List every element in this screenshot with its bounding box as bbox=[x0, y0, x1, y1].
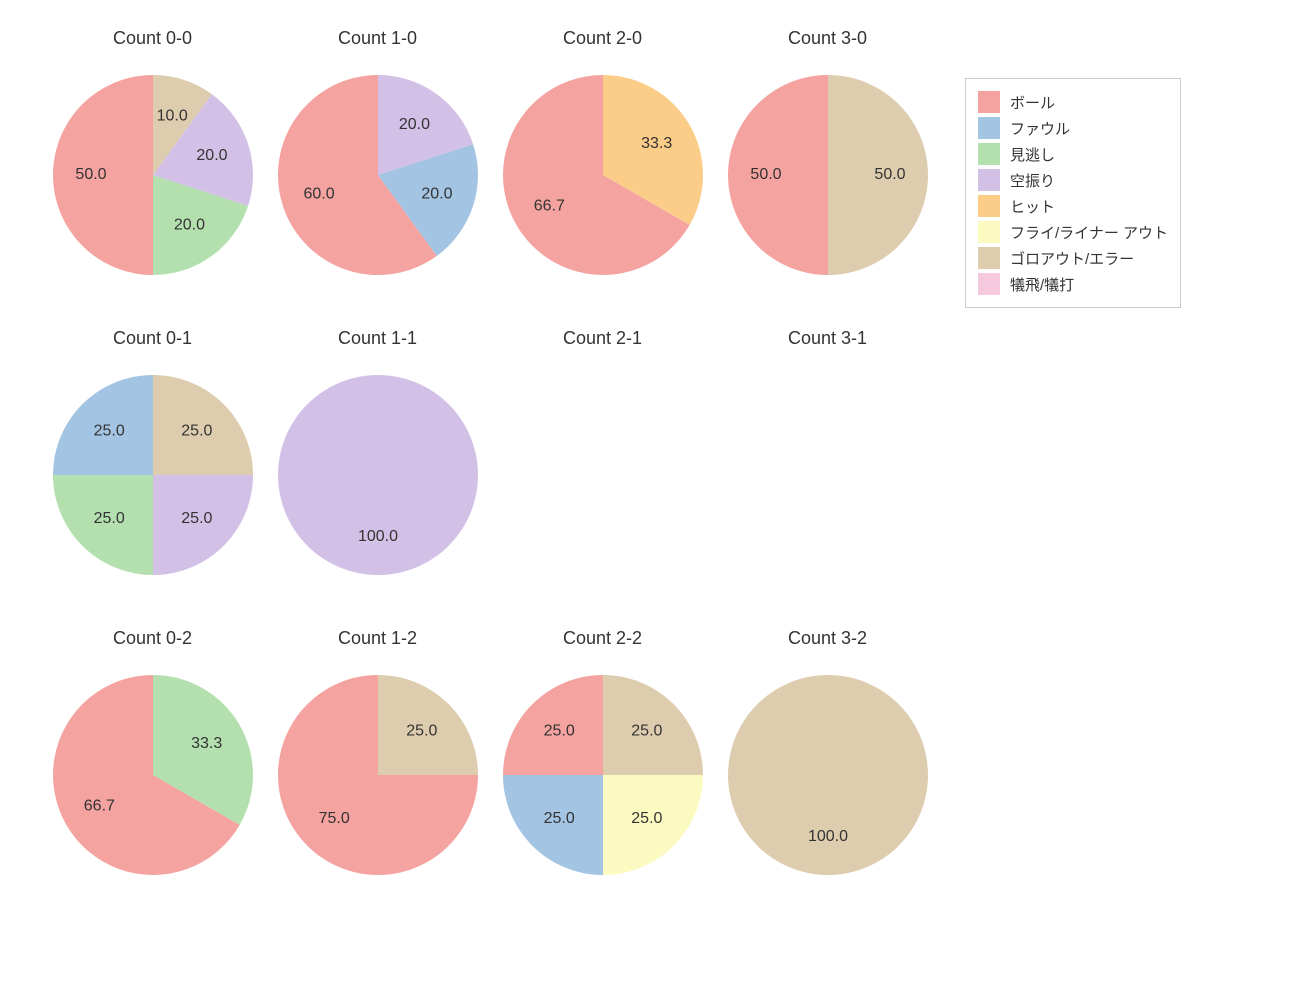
pie-cell: Count 3-1 bbox=[715, 320, 940, 620]
legend-item: フライ/ライナー アウト bbox=[978, 219, 1168, 245]
pie-chart: 25.0 25.0 25.0 25.0 bbox=[503, 675, 703, 875]
slice-label: 75.0 bbox=[318, 810, 349, 827]
pie-title: Count 3-0 bbox=[715, 28, 940, 49]
pie-chart: 60.0 20.0 20.0 bbox=[278, 75, 478, 275]
slice-label: 33.3 bbox=[641, 135, 672, 152]
pie-chart: 100.0 bbox=[278, 375, 478, 575]
slice-label: 20.0 bbox=[196, 147, 227, 164]
legend-item: ヒット bbox=[978, 193, 1168, 219]
legend-item: 空振り bbox=[978, 167, 1168, 193]
slice-label: 20.0 bbox=[398, 116, 429, 133]
slice-label: 33.3 bbox=[191, 735, 222, 752]
slice-label: 25.0 bbox=[543, 722, 574, 739]
legend-label: 犠飛/犠打 bbox=[1010, 274, 1074, 295]
pie-cell: Count 1-1 100.0 bbox=[265, 320, 490, 620]
pie-cell: Count 0-1 25.0 25.0 25.0 25.0 bbox=[40, 320, 265, 620]
legend-item: ゴロアウト/エラー bbox=[978, 245, 1168, 271]
pie-cell: Count 2-2 25.0 25.0 25.0 25.0 bbox=[490, 620, 715, 920]
slice-label: 50.0 bbox=[874, 166, 905, 183]
pie-cell: Count 0-0 50.0 20.0 20.0 10.0 bbox=[40, 20, 265, 320]
pie-chart: 100.0 bbox=[728, 675, 928, 875]
legend-swatch bbox=[978, 273, 1000, 295]
slice-label: 25.0 bbox=[406, 722, 437, 739]
legend-label: 見逃し bbox=[1010, 144, 1055, 165]
legend: ボールファウル見逃し空振りヒットフライ/ライナー アウトゴロアウト/エラー犠飛/… bbox=[965, 78, 1181, 308]
legend-swatch bbox=[978, 169, 1000, 191]
pie-chart: 75.0 25.0 bbox=[278, 675, 478, 875]
pie-cell: Count 0-2 66.7 33.3 bbox=[40, 620, 265, 920]
slice-label: 66.7 bbox=[533, 197, 564, 214]
slice-label: 25.0 bbox=[93, 422, 124, 439]
legend-swatch bbox=[978, 91, 1000, 113]
legend-swatch bbox=[978, 143, 1000, 165]
pie-title: Count 3-1 bbox=[715, 328, 940, 349]
slice-label: 100.0 bbox=[357, 528, 397, 545]
slice-label: 25.0 bbox=[543, 810, 574, 827]
slice-label: 66.7 bbox=[83, 797, 114, 814]
pie-chart: 25.0 25.0 25.0 25.0 bbox=[53, 375, 253, 575]
legend-label: ヒット bbox=[1010, 196, 1055, 217]
slice-label: 25.0 bbox=[181, 422, 212, 439]
chart-grid: Count 0-0 50.0 20.0 20.0 10.0 Count 1-0 60.0 20… bbox=[0, 0, 1300, 1000]
legend-swatch bbox=[978, 117, 1000, 139]
slice-label: 20.0 bbox=[173, 216, 204, 233]
pie-title: Count 0-2 bbox=[40, 628, 265, 649]
pie-title: Count 1-0 bbox=[265, 28, 490, 49]
pie-cell: Count 3-0 50.0 50.0 bbox=[715, 20, 940, 320]
slice-label: 20.0 bbox=[421, 185, 452, 202]
pie-cell: Count 1-2 75.0 25.0 bbox=[265, 620, 490, 920]
legend-label: フライ/ライナー アウト bbox=[1010, 222, 1168, 243]
slice-label: 25.0 bbox=[631, 810, 662, 827]
pie-cell: Count 3-2 100.0 bbox=[715, 620, 940, 920]
pie-cell: Count 1-0 60.0 20.0 20.0 bbox=[265, 20, 490, 320]
pie-title: Count 2-2 bbox=[490, 628, 715, 649]
legend-item: ファウル bbox=[978, 115, 1168, 141]
slice-label: 10.0 bbox=[156, 107, 187, 124]
legend-label: ファウル bbox=[1010, 118, 1070, 139]
legend-label: ゴロアウト/エラー bbox=[1010, 248, 1134, 269]
slice-label: 60.0 bbox=[303, 185, 334, 202]
legend-item: 見逃し bbox=[978, 141, 1168, 167]
legend-item: ボール bbox=[978, 89, 1168, 115]
slice-label: 25.0 bbox=[631, 722, 662, 739]
pie-title: Count 0-1 bbox=[40, 328, 265, 349]
pie-title: Count 0-0 bbox=[40, 28, 265, 49]
slice-label: 25.0 bbox=[181, 510, 212, 527]
legend-label: ボール bbox=[1010, 92, 1055, 113]
legend-swatch bbox=[978, 221, 1000, 243]
legend-swatch bbox=[978, 247, 1000, 269]
legend-label: 空振り bbox=[1010, 170, 1055, 191]
pie-title: Count 1-1 bbox=[265, 328, 490, 349]
pie-cell: Count 2-1 bbox=[490, 320, 715, 620]
slice-label: 100.0 bbox=[807, 828, 847, 845]
pie-cell: Count 2-0 66.7 33.3 bbox=[490, 20, 715, 320]
legend-item: 犠飛/犠打 bbox=[978, 271, 1168, 297]
pie-title: Count 3-2 bbox=[715, 628, 940, 649]
slice-label: 50.0 bbox=[75, 166, 106, 183]
legend-swatch bbox=[978, 195, 1000, 217]
pie-chart: 66.7 33.3 bbox=[53, 675, 253, 875]
slice-label: 25.0 bbox=[93, 510, 124, 527]
pie-chart: 50.0 50.0 bbox=[728, 75, 928, 275]
pie-title: Count 2-0 bbox=[490, 28, 715, 49]
pie-title: Count 2-1 bbox=[490, 328, 715, 349]
pie-chart: 50.0 20.0 20.0 10.0 bbox=[53, 75, 253, 275]
slice-label: 50.0 bbox=[750, 166, 781, 183]
pie-chart: 66.7 33.3 bbox=[503, 75, 703, 275]
pie-title: Count 1-2 bbox=[265, 628, 490, 649]
